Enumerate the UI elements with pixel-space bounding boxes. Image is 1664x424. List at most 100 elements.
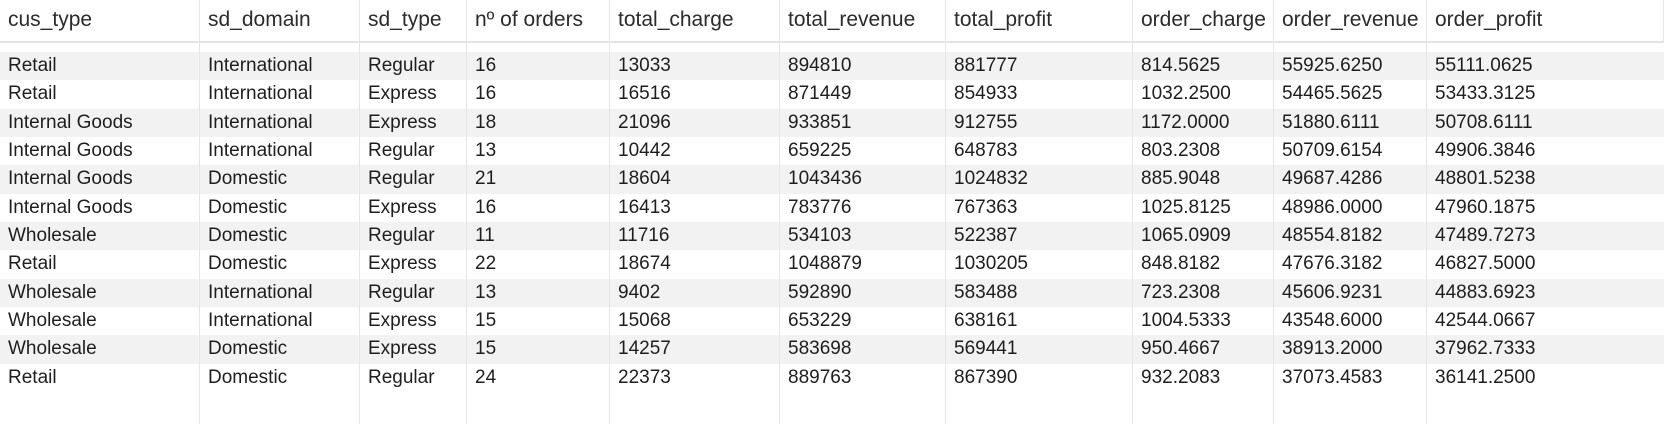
cell-order-profit[interactable]: 36141.2500 <box>1435 366 1536 388</box>
cell-sd-type[interactable]: Express <box>368 83 437 105</box>
cell-order-count[interactable]: 11 <box>475 224 495 246</box>
column-header-total-charge[interactable]: total_charge <box>610 0 780 41</box>
cell-sd-type[interactable]: Regular <box>368 224 435 246</box>
cell-total-profit[interactable]: 1030205 <box>954 253 1028 275</box>
column-header-order-count[interactable]: nº of orders <box>467 0 610 41</box>
cell-cus-type[interactable]: Retail <box>8 55 57 76</box>
cell-total-charge[interactable]: 10442 <box>618 139 671 161</box>
cell-total-revenue[interactable]: 871449 <box>788 83 852 105</box>
cell-order-charge[interactable]: 803.2308 <box>1141 139 1221 161</box>
cell-order-profit[interactable]: 46827.5000 <box>1435 253 1536 275</box>
cell-total-revenue[interactable]: 1043436 <box>788 168 862 190</box>
cell-total-revenue[interactable]: 933851 <box>788 111 852 133</box>
column-divider[interactable] <box>466 43 467 424</box>
cell-order-count[interactable]: 21 <box>475 168 497 190</box>
cell-total-revenue[interactable]: 894810 <box>788 55 852 76</box>
table-row[interactable]: Internal Goods Domestic Regular 21 18604 1043… <box>0 165 1664 194</box>
cell-total-revenue[interactable]: 889763 <box>788 366 852 388</box>
cell-cus-type[interactable]: Wholesale <box>8 338 97 360</box>
cell-total-profit[interactable]: 881777 <box>954 55 1018 76</box>
cell-order-charge[interactable]: 1065.0909 <box>1141 224 1231 246</box>
cell-cus-type[interactable]: Wholesale <box>8 309 97 331</box>
table-row[interactable]: Retail International Regular 16 13033 894810 8… <box>0 52 1664 81</box>
cell-cus-type[interactable]: Retail <box>8 83 57 105</box>
cell-total-profit[interactable]: 867390 <box>954 366 1018 388</box>
column-divider[interactable] <box>779 43 780 424</box>
cell-order-charge[interactable]: 723.2308 <box>1141 281 1221 303</box>
cell-order-profit[interactable]: 50708.6111 <box>1435 111 1533 133</box>
cell-total-charge[interactable]: 22373 <box>618 366 671 388</box>
cell-total-charge[interactable]: 15068 <box>618 309 671 331</box>
cell-cus-type[interactable]: Internal Goods <box>8 196 133 218</box>
cell-sd-type[interactable]: Express <box>368 338 437 360</box>
cell-order-count[interactable]: 16 <box>475 196 497 218</box>
cell-order-revenue[interactable]: 48554.8182 <box>1282 224 1383 246</box>
cell-sd-type[interactable]: Express <box>368 196 437 218</box>
cell-total-profit[interactable]: 854933 <box>954 83 1018 105</box>
cell-cus-type[interactable]: Internal Goods <box>8 111 133 133</box>
cell-total-charge[interactable]: 18674 <box>618 253 671 275</box>
cell-cus-type[interactable]: Wholesale <box>8 281 97 303</box>
cell-total-revenue[interactable]: 1048879 <box>788 253 862 275</box>
table-row[interactable]: Internal Goods International Express 18 2109… <box>0 108 1664 137</box>
cell-sd-domain[interactable]: International <box>208 281 313 303</box>
table-row[interactable]: Wholesale International Express 15 15068 6532… <box>0 307 1664 335</box>
cell-total-charge[interactable]: 21096 <box>618 111 671 133</box>
cell-total-profit[interactable]: 522387 <box>954 224 1018 246</box>
cell-order-count[interactable]: 16 <box>475 55 497 76</box>
cell-order-revenue[interactable]: 38913.2000 <box>1282 338 1383 360</box>
table-row[interactable]: Retail Domestic Express 22 18674 1048879 10302… <box>0 250 1664 278</box>
cell-sd-domain[interactable]: Domestic <box>208 253 288 275</box>
cell-sd-domain[interactable]: Domestic <box>208 338 288 360</box>
cell-order-count[interactable]: 24 <box>475 366 497 388</box>
cell-sd-domain[interactable]: Domestic <box>208 366 288 388</box>
cell-order-count[interactable]: 16 <box>475 83 497 105</box>
table-row[interactable]: Internal Goods Domestic Express 16 16413 7837… <box>0 194 1664 222</box>
cell-order-count[interactable]: 13 <box>475 139 497 161</box>
cell-total-profit[interactable]: 767363 <box>954 196 1018 218</box>
cell-order-charge[interactable]: 885.9048 <box>1141 168 1221 190</box>
cell-order-count[interactable]: 18 <box>475 111 497 133</box>
table-row[interactable]: Internal Goods International Regular 13 1044… <box>0 137 1664 165</box>
cell-total-profit[interactable]: 638161 <box>954 309 1018 331</box>
cell-total-revenue[interactable]: 534103 <box>788 224 852 246</box>
cell-total-revenue[interactable]: 583698 <box>788 338 852 360</box>
cell-sd-domain[interactable]: Domestic <box>208 196 288 218</box>
column-header-sd-domain[interactable]: sd_domain <box>200 0 360 41</box>
cell-order-revenue[interactable]: 49687.4286 <box>1282 168 1383 190</box>
cell-total-charge[interactable]: 16413 <box>618 196 671 218</box>
cell-order-revenue[interactable]: 55925.6250 <box>1282 55 1383 76</box>
cell-sd-type[interactable]: Regular <box>368 55 435 76</box>
column-divider[interactable] <box>609 43 610 424</box>
table-row[interactable]: Wholesale Domestic Regular 11 11716 534103 522… <box>0 221 1664 251</box>
cell-order-count[interactable]: 13 <box>475 281 497 303</box>
cell-sd-domain[interactable]: International <box>208 83 313 105</box>
cell-order-charge[interactable]: 814.5625 <box>1141 55 1221 76</box>
cell-order-revenue[interactable]: 43548.6000 <box>1282 309 1383 331</box>
column-divider[interactable] <box>945 43 946 424</box>
cell-order-profit[interactable]: 53433.3125 <box>1435 83 1536 105</box>
column-divider[interactable] <box>199 43 200 424</box>
cell-cus-type[interactable]: Internal Goods <box>8 168 133 190</box>
cell-order-profit[interactable]: 48801.5238 <box>1435 168 1536 190</box>
cell-sd-domain[interactable]: International <box>208 55 313 76</box>
cell-order-charge[interactable]: 1172.0000 <box>1141 111 1230 133</box>
column-divider[interactable] <box>1273 43 1274 424</box>
cell-order-profit[interactable]: 42544.0667 <box>1435 309 1536 331</box>
cell-total-charge[interactable]: 9402 <box>618 281 661 303</box>
cell-sd-type[interactable]: Regular <box>368 168 435 190</box>
cell-total-profit[interactable]: 1024832 <box>954 168 1028 190</box>
table-row[interactable]: Wholesale Domestic Express 15 14257 583698 569… <box>0 335 1664 364</box>
column-header-order-revenue[interactable]: order_revenue <box>1274 0 1427 41</box>
cell-sd-type[interactable]: Express <box>368 253 437 275</box>
column-header-order-profit[interactable]: order_profit <box>1427 0 1664 41</box>
cell-total-profit[interactable]: 648783 <box>954 139 1018 161</box>
cell-order-charge[interactable]: 848.8182 <box>1141 253 1221 275</box>
cell-total-profit[interactable]: 569441 <box>954 338 1018 360</box>
cell-cus-type[interactable]: Internal Goods <box>8 139 133 161</box>
cell-order-charge[interactable]: 950.4667 <box>1141 338 1221 360</box>
cell-sd-domain[interactable]: International <box>208 111 313 133</box>
cell-order-profit[interactable]: 37962.7333 <box>1435 338 1536 360</box>
column-header-total-revenue[interactable]: total_revenue <box>780 0 946 41</box>
